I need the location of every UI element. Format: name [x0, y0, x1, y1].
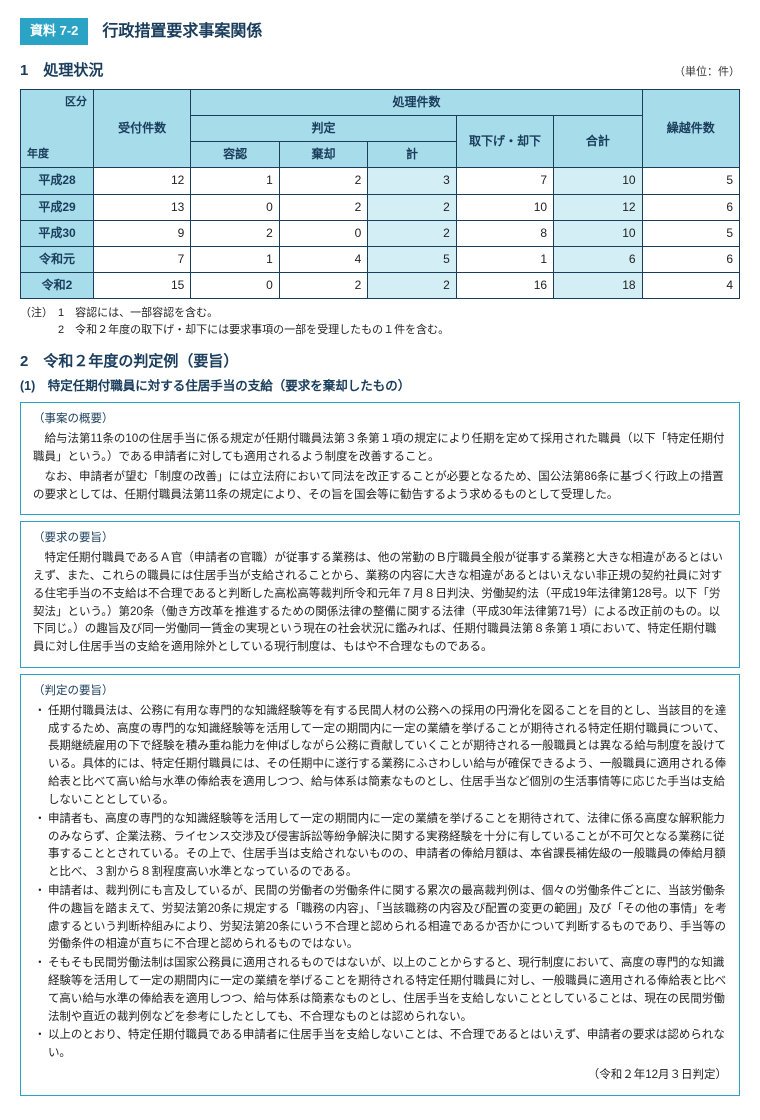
unit-label: （単位：件） [674, 64, 740, 82]
table-row: 平成28121237105 [21, 168, 740, 194]
table-cell: 15 [94, 273, 191, 299]
col-kurikoshi: 繰越件数 [642, 89, 739, 168]
table-cell: 5 [642, 220, 739, 246]
table-cell: 4 [279, 246, 367, 272]
table-cell: 5 [368, 246, 456, 272]
table-cell: 12 [94, 168, 191, 194]
table-cell: 8 [456, 220, 553, 246]
table-row: 平成291302210126 [21, 194, 740, 220]
table-cell: 18 [554, 273, 642, 299]
box2-label: （要求の要旨） [33, 532, 114, 544]
table-cell: 2 [368, 194, 456, 220]
table-cell: 2 [191, 220, 279, 246]
case-summary-box: （事案の概要） 給与法第11条の10の住居手当に係る規定が任期付職員法第３条第１… [20, 402, 740, 515]
table-row: 令和21502216184 [21, 273, 740, 299]
col-uketsuke: 受付件数 [94, 89, 191, 168]
table-cell: 6 [554, 246, 642, 272]
table-cell: 1 [191, 246, 279, 272]
section2-subtitle: (1) 特定任期付職員に対する住居手当の支給（要求を棄却したもの） [20, 376, 740, 396]
table-row: 平成3092028105 [21, 220, 740, 246]
table-cell: 2 [279, 194, 367, 220]
corner-top: 区分 [65, 94, 87, 112]
col-kei: 計 [368, 142, 456, 168]
table-cell: 1 [456, 246, 553, 272]
note-2: 2 令和２年度の取下げ・却下には要求事項の一部を受理したもの１件を含む。 [58, 322, 449, 339]
table-cell: 0 [191, 273, 279, 299]
col-goukei: 合計 [554, 115, 642, 167]
table-cell: 2 [279, 168, 367, 194]
table-cell: 5 [642, 168, 739, 194]
table-cell: 13 [94, 194, 191, 220]
corner-bottom: 年度 [27, 146, 49, 164]
section1-title: 1 処理状況 [20, 59, 103, 83]
note-1: 1 容認には、一部容認を含む。 [58, 305, 218, 322]
box1-label: （事案の概要） [33, 413, 114, 425]
section1-title-row: 1 処理状況 （単位：件） [20, 59, 740, 83]
table-cell: 10 [554, 168, 642, 194]
document-title: 行政措置要求事案関係 [102, 19, 262, 45]
decision-item: 任期付職員法は、公務に有用な専門的な知識経験等を有する民間人材の公務への採用の円… [33, 703, 727, 810]
decision-item: 以上のとおり、特定任期付職員である申請者に住居手当を支給しないことは、不合理であ… [33, 1027, 727, 1063]
reference-tag: 資料 7-2 [20, 18, 88, 45]
col-torisage: 取下げ・却下 [456, 115, 553, 167]
box3-label: （判定の要旨） [33, 685, 114, 697]
corner-header: 区分 年度 [21, 89, 94, 168]
table-cell: 3 [368, 168, 456, 194]
table-cell: 4 [642, 273, 739, 299]
row-year: 平成30 [21, 220, 94, 246]
decision-item: そもそも民間労働法制は国家公務員に適用されるものではないが、以上のことからすると… [33, 955, 727, 1026]
table-cell: 16 [456, 273, 553, 299]
table-cell: 10 [456, 194, 553, 220]
table-cell: 2 [368, 273, 456, 299]
decision-item: 申請者も、高度の専門的な知識経験等を活用して一定の期間内に一定の業績を挙げること… [33, 811, 727, 882]
request-summary-box: （要求の要旨） 特定任期付職員であるＡ官（申請者の官職）が従事する業務は、他の常… [20, 521, 740, 668]
table-cell: 7 [456, 168, 553, 194]
row-year: 平成28 [21, 168, 94, 194]
box1-p1: 給与法第11条の10の住居手当に係る規定が任期付職員法第３条第１項の規定により任… [33, 431, 727, 467]
col-younin: 容認 [191, 142, 279, 168]
table-row: 令和元7145166 [21, 246, 740, 272]
decision-list: 任期付職員法は、公務に有用な専門的な知識経験等を有する民間人材の公務への採用の円… [33, 703, 727, 1063]
col-kikyaku: 棄却 [279, 142, 367, 168]
notes-label: （注） [20, 305, 58, 322]
row-year: 令和元 [21, 246, 94, 272]
table-cell: 0 [279, 220, 367, 246]
table-cell: 7 [94, 246, 191, 272]
row-year: 平成29 [21, 194, 94, 220]
decision-item: 申請者は、裁判例にも言及しているが、民間の労働者の労働条件に関する累次の最高裁判… [33, 883, 727, 954]
table-cell: 6 [642, 194, 739, 220]
table-cell: 12 [554, 194, 642, 220]
col-hantei: 判定 [191, 115, 456, 141]
table-cell: 1 [191, 168, 279, 194]
table-notes: （注） 1 容認には、一部容認を含む。 2 令和２年度の取下げ・却下には要求事項… [20, 305, 740, 338]
table-cell: 6 [642, 246, 739, 272]
table-cell: 2 [279, 273, 367, 299]
table-cell: 9 [94, 220, 191, 246]
col-shori: 処理件数 [191, 89, 642, 115]
row-year: 令和2 [21, 273, 94, 299]
section2-title: 2 令和２年度の判定例（要旨） [20, 350, 740, 374]
status-table: 区分 年度 受付件数 処理件数 繰越件数 判定 取下げ・却下 合計 容認 棄却 … [20, 89, 740, 300]
table-cell: 0 [191, 194, 279, 220]
decision-date: （令和２年12月３日判定） [33, 1067, 727, 1085]
document-header: 資料 7-2 行政措置要求事案関係 [20, 18, 740, 45]
table-cell: 2 [368, 220, 456, 246]
box2-p1: 特定任期付職員であるＡ官（申請者の官職）が従事する業務は、他の常勤のＢ庁職員全般… [33, 550, 727, 657]
decision-summary-box: （判定の要旨） 任期付職員法は、公務に有用な専門的な知識経験等を有する民間人材の… [20, 674, 740, 1096]
box1-p2: なお、申請者が望む「制度の改善」には立法府において同法を改正することが必要となる… [33, 469, 727, 505]
table-cell: 10 [554, 220, 642, 246]
